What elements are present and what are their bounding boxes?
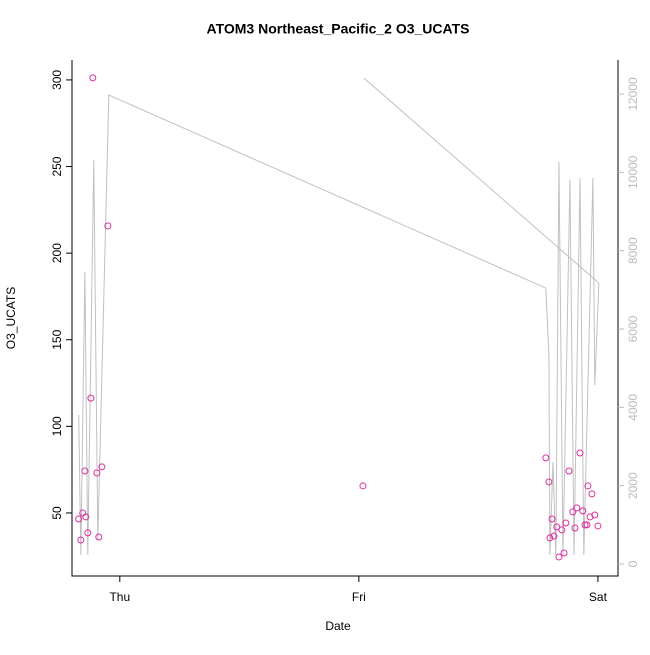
y2-tick-label: 8000 xyxy=(626,237,640,264)
point xyxy=(93,469,101,477)
point xyxy=(569,508,577,516)
y2-tick-label: 6000 xyxy=(626,315,640,342)
point xyxy=(591,511,599,519)
point xyxy=(75,515,83,523)
point xyxy=(579,507,587,515)
y-tick-label: 150 xyxy=(50,329,64,349)
plot-frame xyxy=(71,60,619,577)
point xyxy=(584,482,592,490)
point xyxy=(84,529,92,537)
point xyxy=(581,521,589,529)
point xyxy=(546,534,554,542)
y2-tick-label: 4000 xyxy=(626,394,640,421)
point xyxy=(82,513,90,521)
y2-tick-label: 2000 xyxy=(626,472,640,499)
y-tick-label: 50 xyxy=(50,506,64,520)
x-tick-label: Thu xyxy=(109,590,130,604)
line xyxy=(78,77,600,556)
point xyxy=(87,394,95,402)
point xyxy=(95,533,103,541)
point xyxy=(98,463,106,471)
chart-title: ATOM3 Northeast_Pacific_2 O3_UCATS xyxy=(207,21,470,37)
point xyxy=(545,478,553,486)
point xyxy=(576,449,584,457)
point xyxy=(565,467,573,475)
y2-tick-label: 12000 xyxy=(626,77,640,111)
y2-tick-label: 10000 xyxy=(626,155,640,189)
point xyxy=(359,482,367,490)
y-axis-label: O3_UCATS xyxy=(4,287,18,349)
point xyxy=(542,454,550,462)
point xyxy=(588,490,596,498)
x-tick-label: Sat xyxy=(589,590,608,604)
point xyxy=(548,515,556,523)
y-tick-label: 250 xyxy=(50,156,64,176)
point xyxy=(558,526,566,534)
y-tick-label: 100 xyxy=(50,416,64,436)
point xyxy=(550,532,558,540)
point xyxy=(562,519,570,527)
point xyxy=(573,504,581,512)
point xyxy=(594,522,602,530)
y-tick-label: 300 xyxy=(50,70,64,90)
point xyxy=(81,467,89,475)
point xyxy=(560,549,568,557)
point xyxy=(104,222,112,230)
point xyxy=(583,521,591,529)
point xyxy=(555,553,563,561)
point xyxy=(89,74,97,82)
y-tick-label: 200 xyxy=(50,243,64,263)
point xyxy=(571,524,579,532)
y2-tick-label: 0 xyxy=(626,560,640,567)
point xyxy=(586,513,594,521)
point xyxy=(553,523,561,531)
x-tick-label: Fri xyxy=(352,590,366,604)
point xyxy=(77,536,85,544)
x-axis-label: Date xyxy=(325,619,351,633)
